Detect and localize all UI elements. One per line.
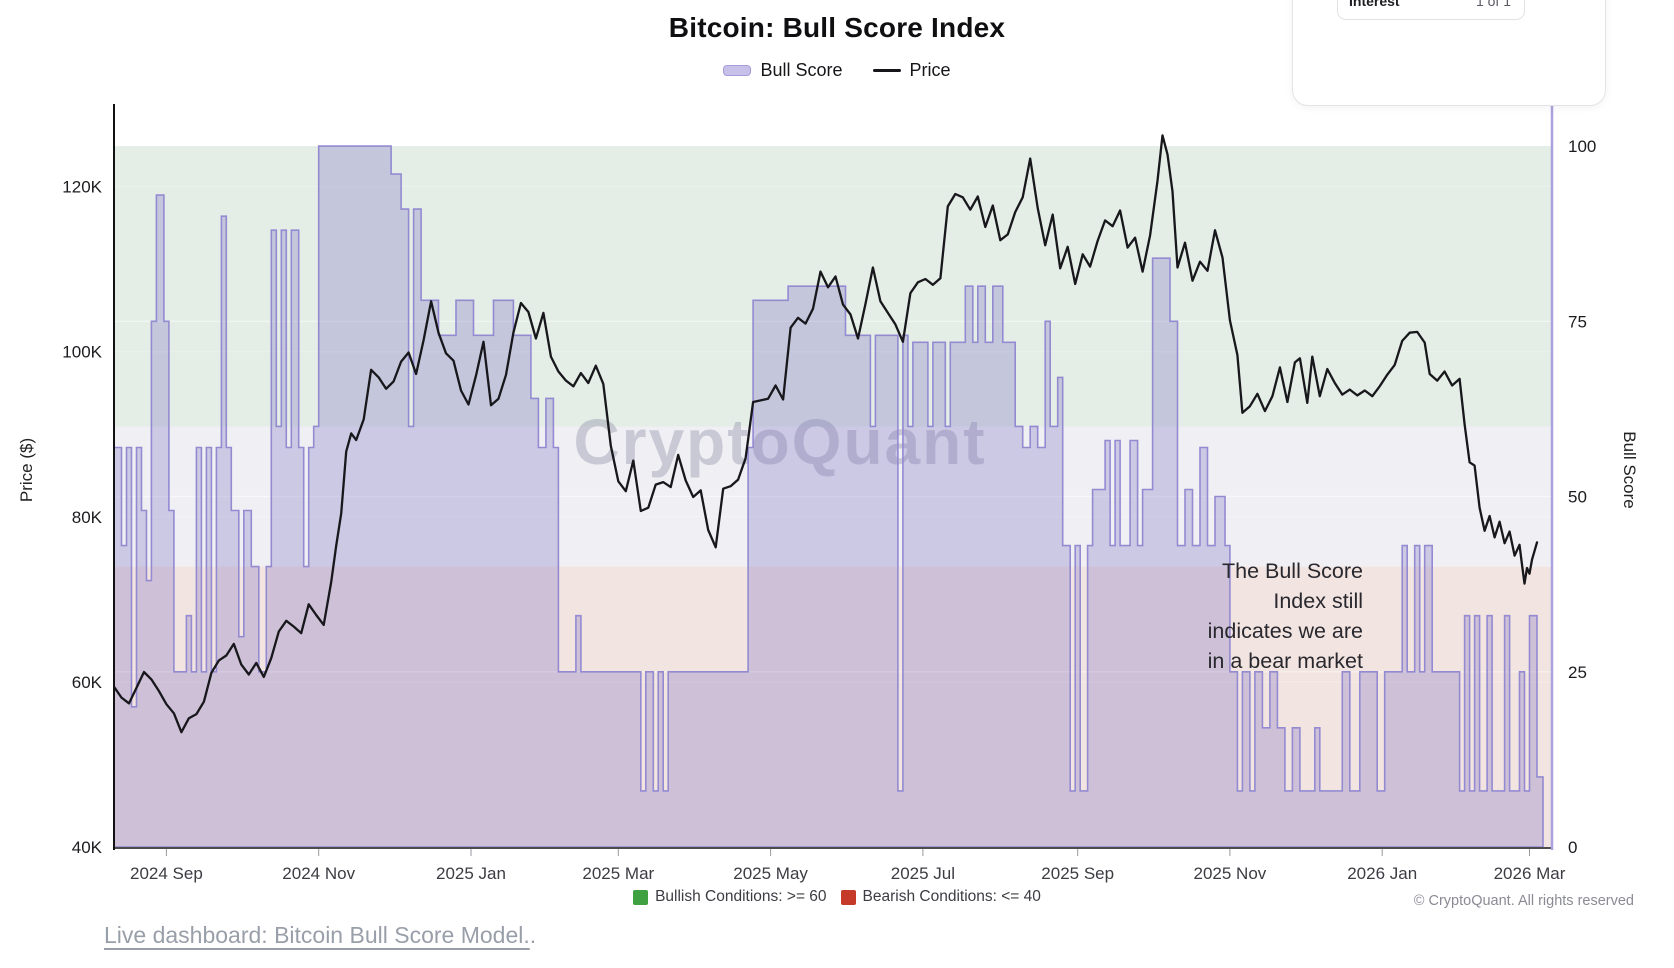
bearish-square-icon (840, 889, 856, 905)
y-right-tick-0: 0 (1568, 838, 1577, 857)
cutoff-panel-row: Interest 1 of 1 (1349, 0, 1511, 9)
x-tick-2025 May: 2025 May (733, 864, 808, 883)
x-tick-2025 Jul: 2025 Jul (891, 864, 955, 883)
chart-legend: Bull Score Price (0, 60, 1674, 81)
bullish-conditions-label: Bullish Conditions: >= 60 (655, 888, 827, 905)
cutoff-panel-inner[interactable] (1337, 0, 1525, 20)
x-tick-2024 Sep: 2024 Sep (130, 864, 203, 883)
bullish-conditions-item: Bullish Conditions: >= 60 (633, 888, 827, 906)
chart-annotation: The Bull Score Index still indicates we … (1207, 559, 1363, 673)
bearish-conditions-item: Bearish Conditions: <= 40 (840, 888, 1041, 906)
bull-score-area (114, 145, 1544, 847)
right-axis-title: Bull Score (1620, 431, 1639, 508)
y-left-tick-60K: 60K (72, 673, 103, 692)
price-line-swatch-icon (872, 69, 901, 72)
zone-bearish (114, 566, 1552, 847)
y-left-tick-80K: 80K (72, 508, 103, 527)
watermark: CryptoQuant (573, 406, 986, 478)
legend-bull-label: Bull Score (760, 60, 843, 80)
copyright-text: © CryptoQuant. All rights reserved (1413, 893, 1634, 909)
bullish-square-icon (633, 889, 649, 905)
legend-item-bull-score[interactable]: Bull Score (723, 60, 843, 81)
x-tick-2025 Nov: 2025 Nov (1194, 864, 1267, 883)
x-tick-2026 Mar: 2026 Mar (1494, 864, 1566, 883)
y-left-tick-40K: 40K (72, 838, 103, 857)
conditions-legend: Bullish Conditions: >= 60 Bearish Condit… (0, 888, 1674, 906)
legend-price-label: Price (909, 60, 951, 80)
bearish-conditions-label: Bearish Conditions: <= 40 (862, 888, 1041, 905)
x-tick-2024 Nov: 2024 Nov (282, 864, 355, 883)
x-tick-2025 Mar: 2025 Mar (582, 864, 654, 883)
left-axis-title: Price ($) (17, 438, 36, 502)
bull-score-swatch-icon (723, 65, 752, 76)
y-right-tick-75: 75 (1568, 312, 1587, 331)
dashboard-link[interactable]: Live dashboard: Bitcoin Bull Score Model… (104, 922, 530, 948)
legend-item-price[interactable]: Price (872, 60, 951, 81)
x-tick-2025 Jan: 2025 Jan (436, 864, 506, 883)
y-right-tick-50: 50 (1568, 488, 1587, 507)
panel-pager: 1 of 1 (1475, 0, 1511, 9)
x-tick-2025 Sep: 2025 Sep (1041, 864, 1114, 883)
panel-label: Interest (1349, 0, 1400, 9)
y-left-tick-120K: 120K (62, 178, 102, 197)
chart-title: Bitcoin: Bull Score Index (668, 12, 1006, 43)
y-right-tick-100: 100 (1568, 137, 1596, 156)
price-line (114, 134, 1539, 734)
x-tick-2026 Jan: 2026 Jan (1347, 864, 1417, 883)
y-right-tick-25: 25 (1568, 663, 1587, 682)
dashboard-link-row: Live dashboard: Bitcoin Bull Score Model… (104, 922, 536, 949)
dashboard-link-suffix: . (529, 922, 537, 948)
y-left-tick-100K: 100K (62, 343, 102, 362)
